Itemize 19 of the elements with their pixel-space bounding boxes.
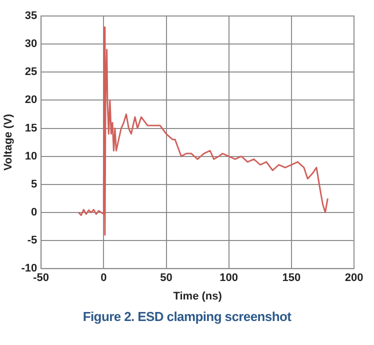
x-tick-label: 0 (100, 272, 107, 284)
y-tick-label: 35 (24, 10, 38, 22)
x-tick-label: 200 (344, 272, 364, 284)
y-tick-label: -5 (27, 234, 38, 247)
y-tick-label: 10 (24, 150, 38, 162)
x-tick-label: 100 (220, 272, 238, 284)
x-axis-title: Time (ns) (173, 290, 222, 302)
y-tick-label: 5 (30, 178, 38, 190)
y-tick-label: 0 (30, 206, 38, 218)
x-tick-label: -50 (33, 272, 50, 284)
y-tick-label: 25 (24, 66, 38, 78)
y-tick-label: 15 (24, 122, 38, 134)
y-tick-label: -10 (21, 262, 38, 275)
x-tick-label: 150 (282, 272, 301, 284)
y-axis-title: Voltage (V) (2, 114, 15, 171)
caption: Figure 2. ESD clamping screenshot (82, 309, 292, 324)
y-tick-label: 20 (24, 94, 38, 106)
y-tick-label: 30 (24, 38, 38, 50)
x-tick-label: 50 (160, 272, 172, 284)
